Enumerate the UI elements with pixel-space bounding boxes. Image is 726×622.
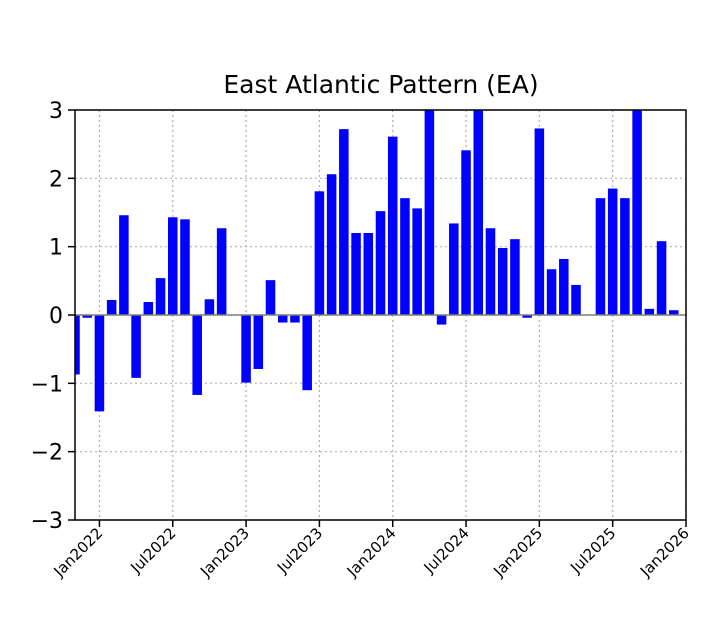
bar (534, 128, 545, 315)
x-tick-label: Jan2025 (489, 524, 546, 581)
bar (620, 198, 630, 315)
bar (326, 174, 337, 315)
bar (131, 315, 141, 378)
bar (106, 299, 117, 315)
bar (351, 233, 361, 315)
bar (412, 208, 422, 315)
bar (595, 198, 606, 315)
y-tick-label: 0 (49, 304, 63, 329)
bar (82, 315, 92, 318)
y-tick-label: 2 (49, 167, 63, 192)
bar (94, 315, 105, 412)
y-tick-label: −2 (31, 441, 63, 466)
bar (485, 228, 496, 315)
bar (192, 315, 202, 395)
y-tick-label: −1 (31, 372, 63, 397)
bar (571, 284, 581, 315)
x-axis: Jan2022 Jul2022 Jan2023 Jul2023 Jan2024 Jul20… (49, 520, 693, 581)
bar (632, 110, 642, 315)
x-tick-label: Jan2023 (196, 524, 253, 581)
bar (461, 150, 471, 315)
y-tick-label: 1 (49, 236, 63, 261)
bar (656, 241, 667, 315)
bar (314, 191, 325, 315)
bar (204, 299, 215, 315)
bar (119, 215, 129, 315)
bar (436, 315, 447, 325)
bar (546, 269, 557, 315)
bar (669, 310, 679, 315)
x-tick-label: Jan2026 (636, 524, 693, 581)
bar (400, 198, 410, 315)
x-tick-label: Jul2024 (420, 524, 473, 577)
bar (497, 248, 508, 315)
chart-title: East Atlantic Pattern (EA) (223, 70, 538, 99)
bar (559, 258, 569, 315)
bar (75, 315, 80, 375)
bar (644, 308, 655, 315)
bar (290, 315, 300, 323)
bar (265, 280, 276, 315)
y-tick-label: −3 (31, 509, 63, 534)
bar (375, 211, 386, 315)
bar (387, 136, 398, 315)
y-tick-label: 3 (49, 99, 63, 124)
bar (607, 188, 618, 315)
bar (143, 302, 154, 315)
bar (363, 233, 374, 315)
bar (155, 278, 166, 315)
bar (424, 110, 435, 315)
bar (180, 219, 190, 315)
bars-layer (75, 110, 679, 412)
bar (522, 315, 532, 318)
bar (510, 239, 520, 315)
bar (449, 223, 459, 315)
bar (216, 228, 227, 315)
bar (277, 315, 288, 323)
bar (473, 110, 484, 315)
x-tick-label: Jan2024 (343, 524, 400, 581)
bar (167, 217, 178, 315)
bar (241, 315, 251, 383)
x-tick-label: Jul2025 (566, 524, 619, 577)
x-tick-label: Jul2023 (273, 524, 326, 577)
x-tick-label: Jul2022 (126, 524, 179, 577)
y-axis: 3 2 1 0 −1 −2 −3 (31, 99, 75, 534)
bar (253, 315, 264, 369)
bar (302, 315, 312, 391)
bar (339, 129, 349, 315)
